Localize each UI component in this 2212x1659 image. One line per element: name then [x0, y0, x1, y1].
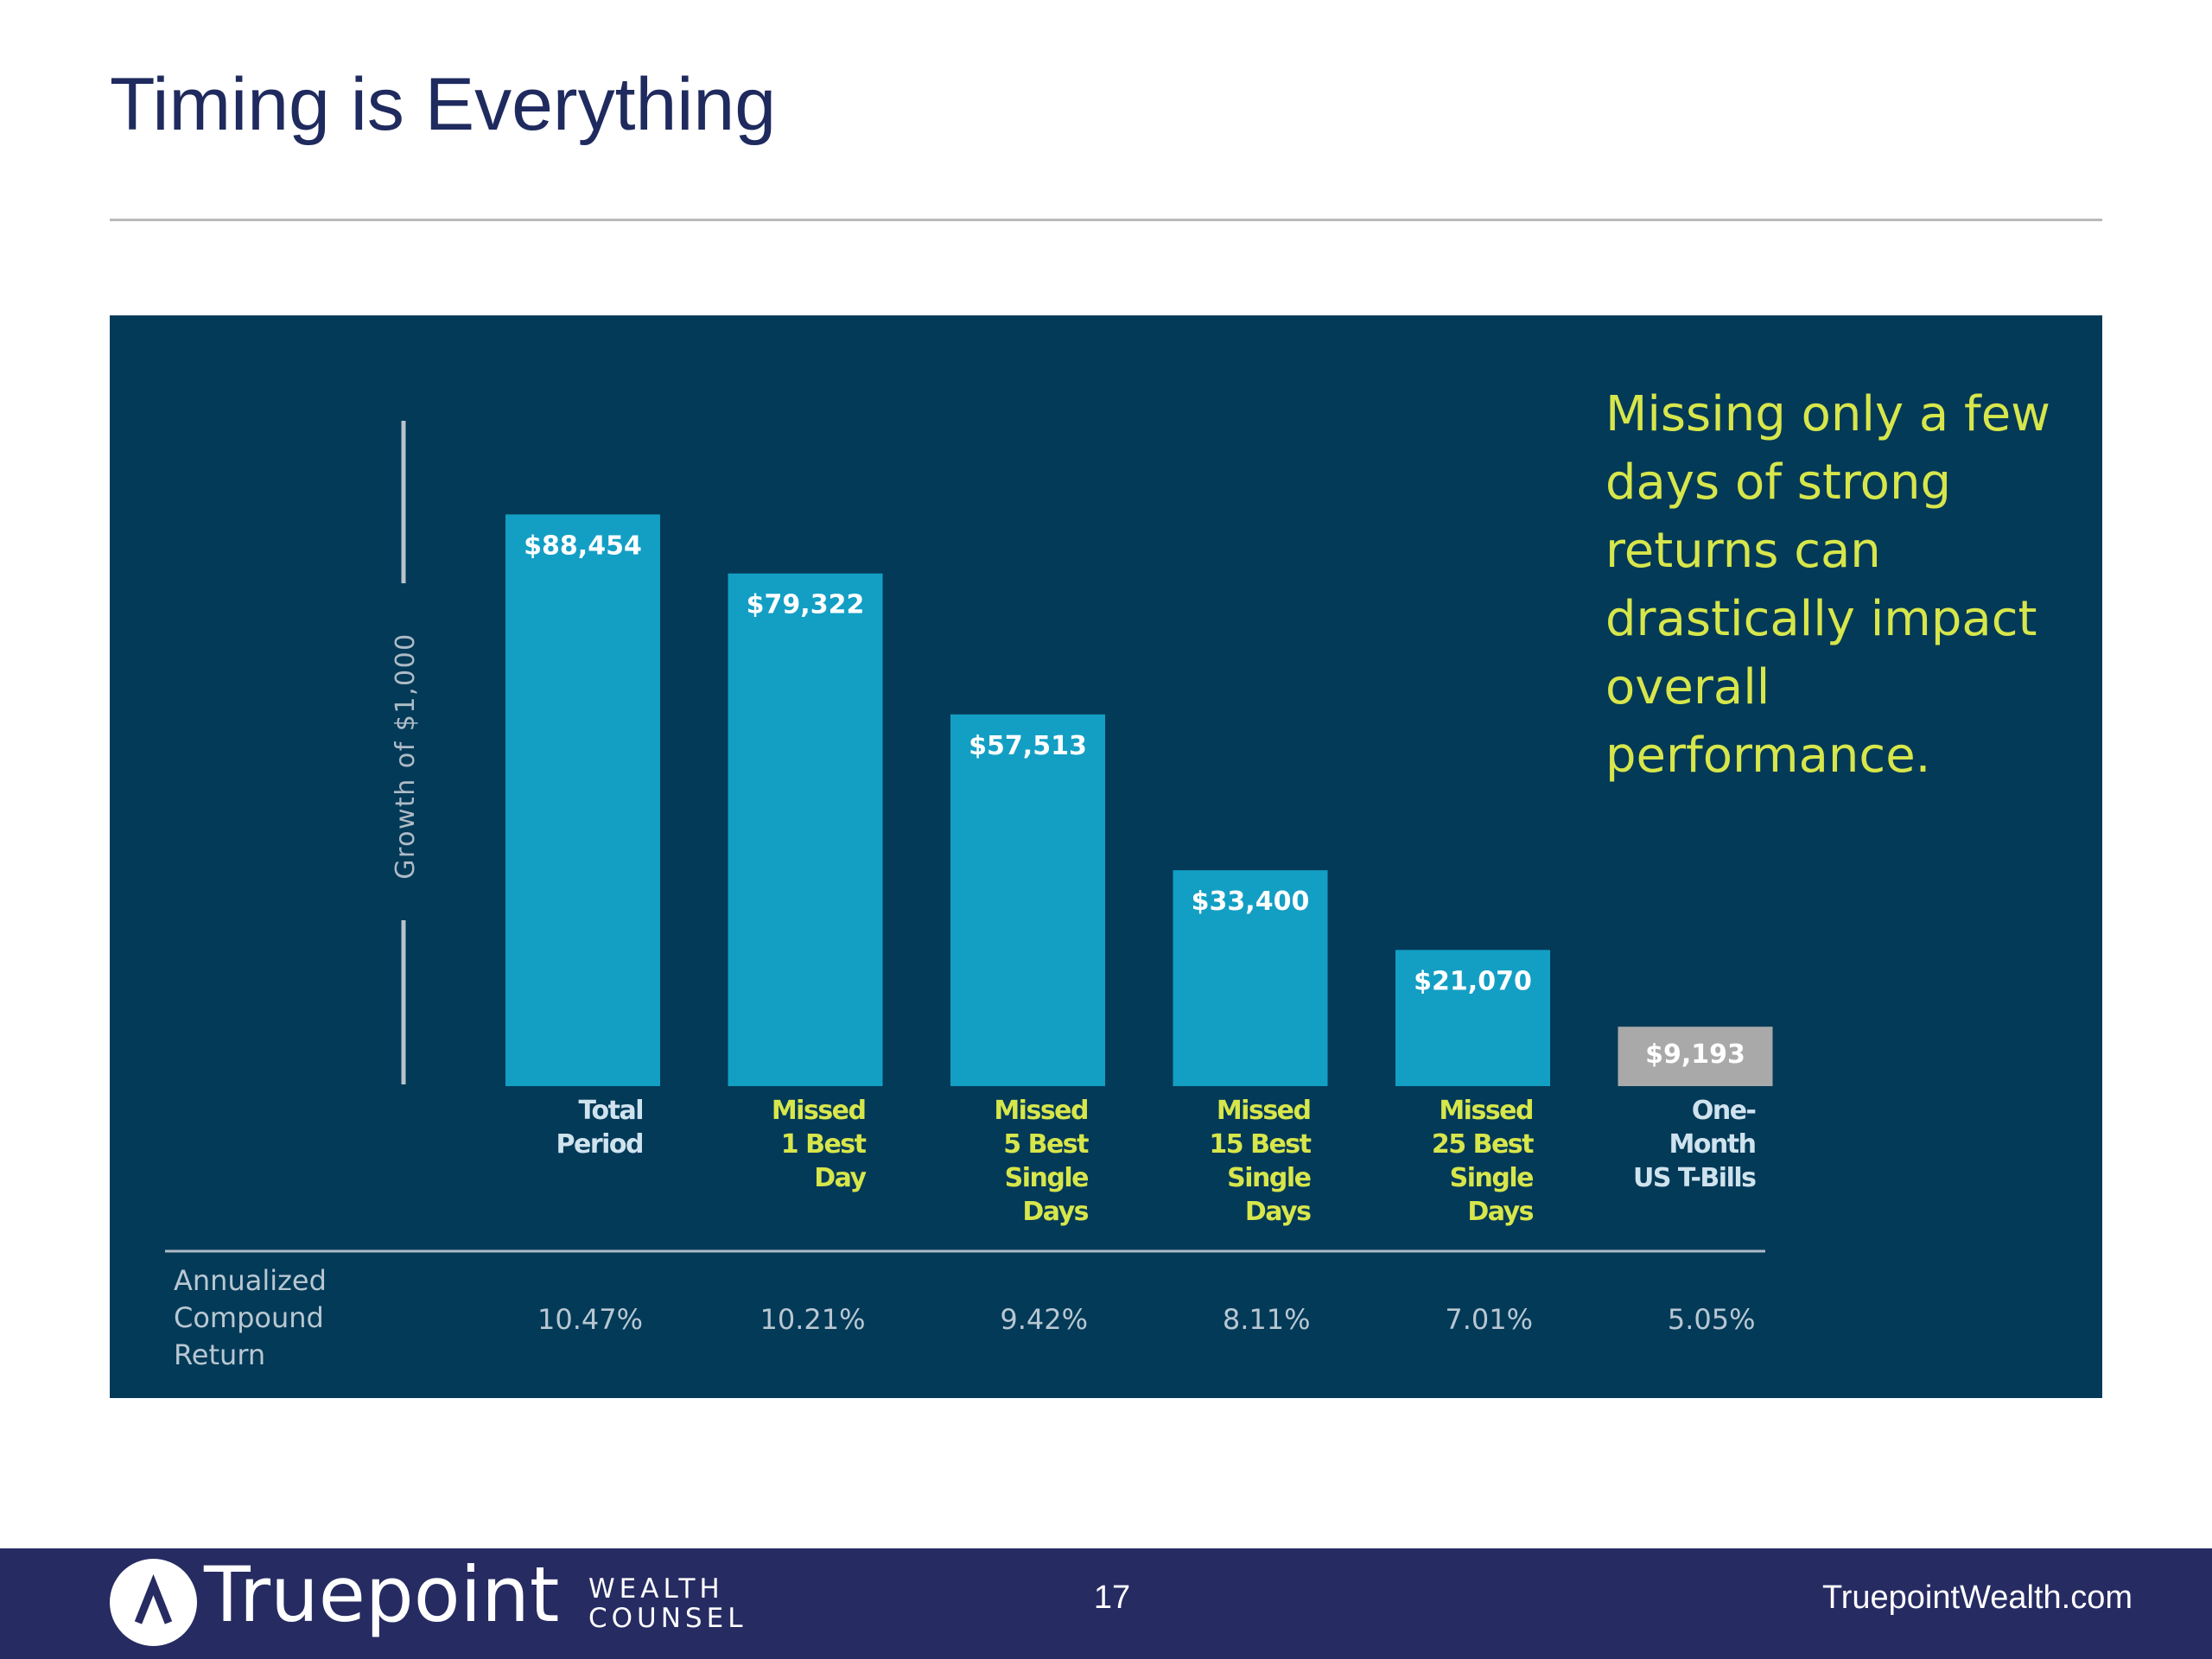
- category-label: Total: [579, 1096, 643, 1126]
- bar-value-label: $9,193: [1645, 1039, 1745, 1070]
- truepoint-logo-icon: [110, 1559, 197, 1646]
- category-label: Days: [1022, 1197, 1088, 1227]
- callout-line: returns can: [1605, 523, 1881, 579]
- annualized-return-value: 5.05%: [1668, 1303, 1756, 1336]
- callout-line: drastically impact: [1605, 591, 2037, 647]
- category-label: Missed: [994, 1096, 1088, 1126]
- bar: [1173, 870, 1328, 1086]
- table-row-label: Annualized: [174, 1264, 327, 1297]
- category-label: Missed: [772, 1096, 866, 1126]
- table-row-label: Compound: [174, 1301, 324, 1334]
- slide-title: Timing is Everything: [110, 63, 777, 146]
- brand-sub-bottom: COUNSEL: [588, 1603, 747, 1634]
- category-label: One-: [1692, 1096, 1756, 1126]
- annualized-return-value: 10.47%: [537, 1303, 643, 1336]
- category-label: 25 Best: [1432, 1129, 1534, 1160]
- title-divider: [110, 219, 2102, 221]
- category-label: Missed: [1439, 1096, 1533, 1126]
- brand-sub-top: WEALTH: [588, 1573, 724, 1605]
- callout-text: Missing only a few days of strong return…: [1605, 380, 2107, 790]
- annualized-return-value: 8.11%: [1223, 1303, 1311, 1336]
- table-row-label: Return: [174, 1338, 265, 1371]
- annualized-return-value: 10.21%: [760, 1303, 865, 1336]
- category-label: Missed: [1217, 1096, 1311, 1126]
- category-label: Month: [1669, 1129, 1755, 1160]
- bar-value-label: $79,322: [747, 590, 865, 620]
- brand-name: Truepoint: [204, 1550, 560, 1639]
- category-label: US T-Bills: [1633, 1163, 1756, 1193]
- chart-panel: Growth of $1,000 $88,454 Total Period 10.47%…: [110, 315, 2102, 1398]
- y-axis-label: Growth of $1,000: [391, 632, 421, 880]
- bar-value-label: $33,400: [1192, 887, 1310, 917]
- callout-line: days of strong: [1605, 454, 1951, 511]
- category-label: Single: [1450, 1163, 1534, 1193]
- site-url[interactable]: TruepointWealth.com: [1821, 1580, 2133, 1616]
- annualized-return-value: 9.42%: [1000, 1303, 1088, 1336]
- category-label: 15 Best: [1209, 1129, 1311, 1160]
- category-label: 1 Best: [781, 1129, 867, 1160]
- callout-line: Missing only a few: [1605, 386, 2050, 442]
- category-label: Days: [1245, 1197, 1311, 1227]
- page-number: 17: [1093, 1580, 1131, 1616]
- category-label: Period: [556, 1129, 644, 1160]
- bar: [728, 573, 883, 1086]
- footer-bar: [0, 1548, 2212, 1659]
- bar: [1395, 950, 1550, 1086]
- annualized-return-value: 7.01%: [1445, 1303, 1533, 1336]
- bar: [1618, 1027, 1773, 1086]
- category-label: Single: [1227, 1163, 1311, 1193]
- category-label: Day: [814, 1163, 867, 1193]
- category-label: Days: [1467, 1197, 1533, 1227]
- category-label: 5 Best: [1003, 1129, 1089, 1160]
- bar-value-label: $88,454: [524, 531, 642, 561]
- bar: [505, 514, 660, 1086]
- bar-value-label: $57,513: [969, 731, 1087, 761]
- category-label: Single: [1005, 1163, 1089, 1193]
- callout-line: overall performance.: [1605, 659, 1931, 784]
- bar-value-label: $21,070: [1414, 966, 1532, 996]
- bar: [950, 714, 1105, 1086]
